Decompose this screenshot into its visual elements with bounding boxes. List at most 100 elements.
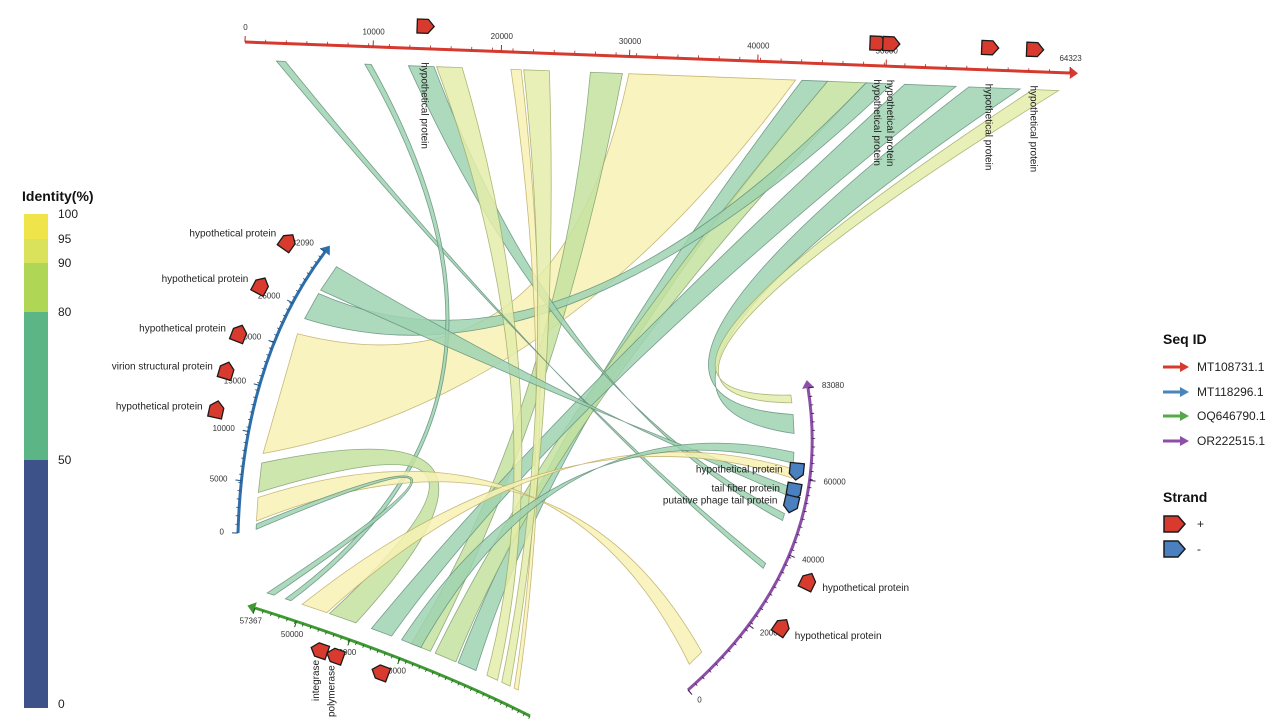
strand-legend-item: -	[1163, 536, 1207, 561]
gene-label: virion structural protein	[112, 361, 213, 372]
minor-tick	[294, 620, 296, 625]
minor-tick	[511, 707, 514, 711]
colorbar-segment-90-95	[24, 239, 48, 263]
minor-tick	[261, 367, 265, 370]
major-tick	[286, 299, 293, 304]
minor-tick	[803, 510, 807, 513]
minor-tick	[259, 374, 263, 377]
colorbar-label: 0	[58, 697, 65, 711]
minor-tick	[755, 614, 759, 618]
alignment-ribbon	[410, 71, 623, 652]
seq-legend-label: OQ646790.1	[1197, 409, 1266, 424]
minor-tick	[694, 683, 698, 686]
sequence-track-OR222515.1	[687, 387, 814, 692]
tick-label: 30000	[619, 37, 642, 46]
track-arrowhead	[802, 380, 814, 389]
major-tick	[253, 383, 260, 386]
tick-label: 30000	[384, 667, 407, 676]
minor-tick	[347, 639, 350, 643]
minor-tick	[271, 340, 275, 343]
colorbar-segment-95-100	[24, 214, 48, 239]
alignment-ribbon	[262, 73, 797, 455]
gene-label: hypothetical protein	[116, 401, 203, 412]
tick-label: 20000	[491, 32, 514, 41]
minor-tick	[318, 255, 322, 258]
gene-arrow-plus	[881, 35, 901, 52]
minor-tick	[701, 676, 705, 680]
minor-tick	[799, 526, 803, 528]
minor-tick	[282, 314, 286, 317]
gene-arrow-plus	[770, 618, 790, 639]
minor-tick	[482, 693, 485, 697]
minor-tick	[246, 426, 250, 428]
identity-legend: Identity(%) 100 95 90 80 50 0	[22, 188, 94, 711]
major-tick	[748, 624, 754, 629]
minor-tick	[289, 302, 293, 305]
minor-tick	[292, 296, 296, 299]
minor-tick	[295, 289, 299, 293]
minor-tick	[457, 682, 460, 686]
minor-tick	[263, 361, 267, 363]
minor-tick	[476, 690, 479, 694]
strand-legend-label: -	[1197, 541, 1201, 556]
alignment-ribbon	[407, 65, 786, 522]
alignment-ribbon	[256, 470, 703, 666]
minor-tick	[438, 674, 441, 678]
tick-label: 20000	[239, 333, 262, 342]
minor-tick	[251, 403, 255, 406]
colorbar-label: 100	[58, 207, 79, 221]
minor-tick	[505, 704, 508, 708]
minor-tick	[721, 656, 725, 660]
minor-tick	[784, 564, 788, 567]
minor-tick	[332, 634, 335, 638]
tick-label: 0	[697, 696, 702, 705]
minor-tick	[708, 669, 712, 673]
tick-label: 83080	[822, 381, 845, 390]
seq-legend-item: MT108731.1	[1163, 355, 1266, 380]
strand-legend-item: +	[1163, 511, 1207, 536]
minor-tick	[376, 650, 379, 654]
colorbar-segment-80-90	[24, 263, 48, 312]
major-tick	[397, 658, 401, 665]
gene-arrow-minus	[782, 493, 801, 514]
colorbar-segment-50-80	[24, 312, 48, 460]
major-tick	[242, 429, 249, 432]
gene-arrow-plus	[326, 647, 347, 667]
minor-tick	[522, 713, 525, 717]
minor-tick	[805, 502, 809, 505]
gene-arrow-plus	[416, 18, 436, 35]
major-tick	[235, 479, 242, 482]
seq-legend-label: OR222515.1	[1197, 433, 1266, 448]
minor-tick	[488, 696, 491, 700]
minor-tick	[750, 622, 754, 625]
ribbon-layer	[255, 60, 1061, 691]
seq-id-legend: Seq ID MT108731.1 MT118296.1 OQ646790.1 OR2…	[1163, 331, 1266, 453]
minor-tick	[745, 629, 748, 632]
minor-tick	[397, 658, 400, 662]
colorbar-segment-0-50	[24, 460, 48, 708]
gene-label: hypothetical protein	[822, 583, 909, 594]
gene-arrow-plus	[310, 642, 331, 661]
minor-tick	[777, 578, 781, 582]
major-tick	[294, 621, 297, 628]
gene-arrow-plus	[797, 572, 817, 593]
sequence-tracks: 0 10000 20000 30000 40000 50000 64323 0 5000 1000…	[210, 23, 1082, 719]
tick-label: 60000	[823, 477, 846, 486]
alignment-ribbon	[501, 69, 552, 687]
minor-tick	[727, 649, 731, 653]
gene-label: hypothetical protein	[795, 631, 882, 642]
minor-tick	[279, 321, 283, 324]
minor-tick	[739, 636, 743, 639]
minor-tick	[285, 308, 289, 311]
sequence-track-MT108731.1	[244, 40, 1071, 75]
identity-legend-title: Identity(%)	[22, 188, 94, 204]
gene-arrow-plus	[1025, 41, 1045, 58]
gene-arrow-plus	[249, 277, 270, 298]
gene-arrow-plus	[216, 361, 235, 382]
tick-label: 10000	[362, 28, 385, 37]
minor-tick	[418, 666, 421, 670]
tick-label: 15000	[224, 377, 247, 386]
seq-legend-item: MT118296.1	[1163, 380, 1266, 405]
minor-tick	[796, 533, 801, 536]
minor-tick	[431, 671, 434, 675]
